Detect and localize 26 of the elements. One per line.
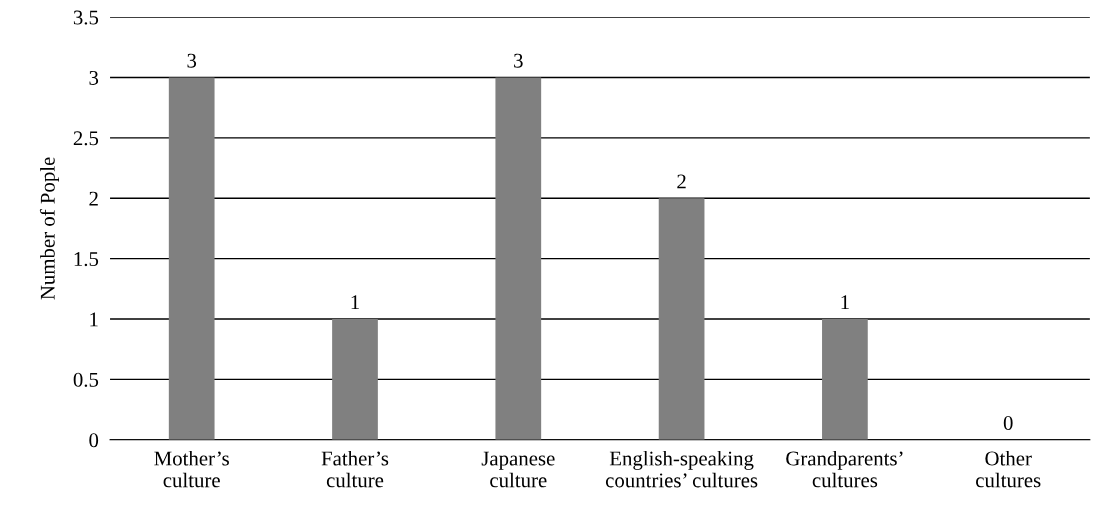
- bar: [495, 77, 542, 440]
- y-tick-label: 0: [89, 433, 99, 448]
- data-label: 3: [514, 53, 523, 68]
- bar: [168, 77, 215, 440]
- x-tick-label: Japanese culture: [481, 451, 555, 488]
- bar: [822, 319, 868, 440]
- y-tick-label: 3: [89, 70, 99, 85]
- y-tick-label: 3.5: [73, 10, 99, 25]
- data-label: 1: [841, 295, 849, 310]
- x-tick-label: Other cultures: [976, 450, 1041, 488]
- x-tick-label: Grandparents’ cultures: [786, 450, 903, 488]
- x-tick-label: Father’s culture: [321, 450, 389, 488]
- y-tick-label: 1.5: [74, 252, 99, 267]
- y-tick-label: 2.5: [73, 131, 99, 146]
- bar: [332, 319, 378, 440]
- data-label: 1: [351, 295, 359, 310]
- data-label: 2: [677, 174, 686, 189]
- data-label: 0: [1003, 415, 1013, 430]
- x-tick-label: Mother’s culture: [154, 450, 229, 488]
- data-label: 3: [187, 53, 197, 68]
- y-tick-label: 0.5: [73, 372, 99, 387]
- x-tick-label: English-speaking countries’ cultures: [605, 450, 758, 488]
- y-tick-label: 1: [90, 312, 98, 327]
- y-tick-label: 2: [89, 191, 98, 206]
- bar: [658, 198, 705, 440]
- y-axis-title: Number of Pople: [39, 157, 59, 300]
